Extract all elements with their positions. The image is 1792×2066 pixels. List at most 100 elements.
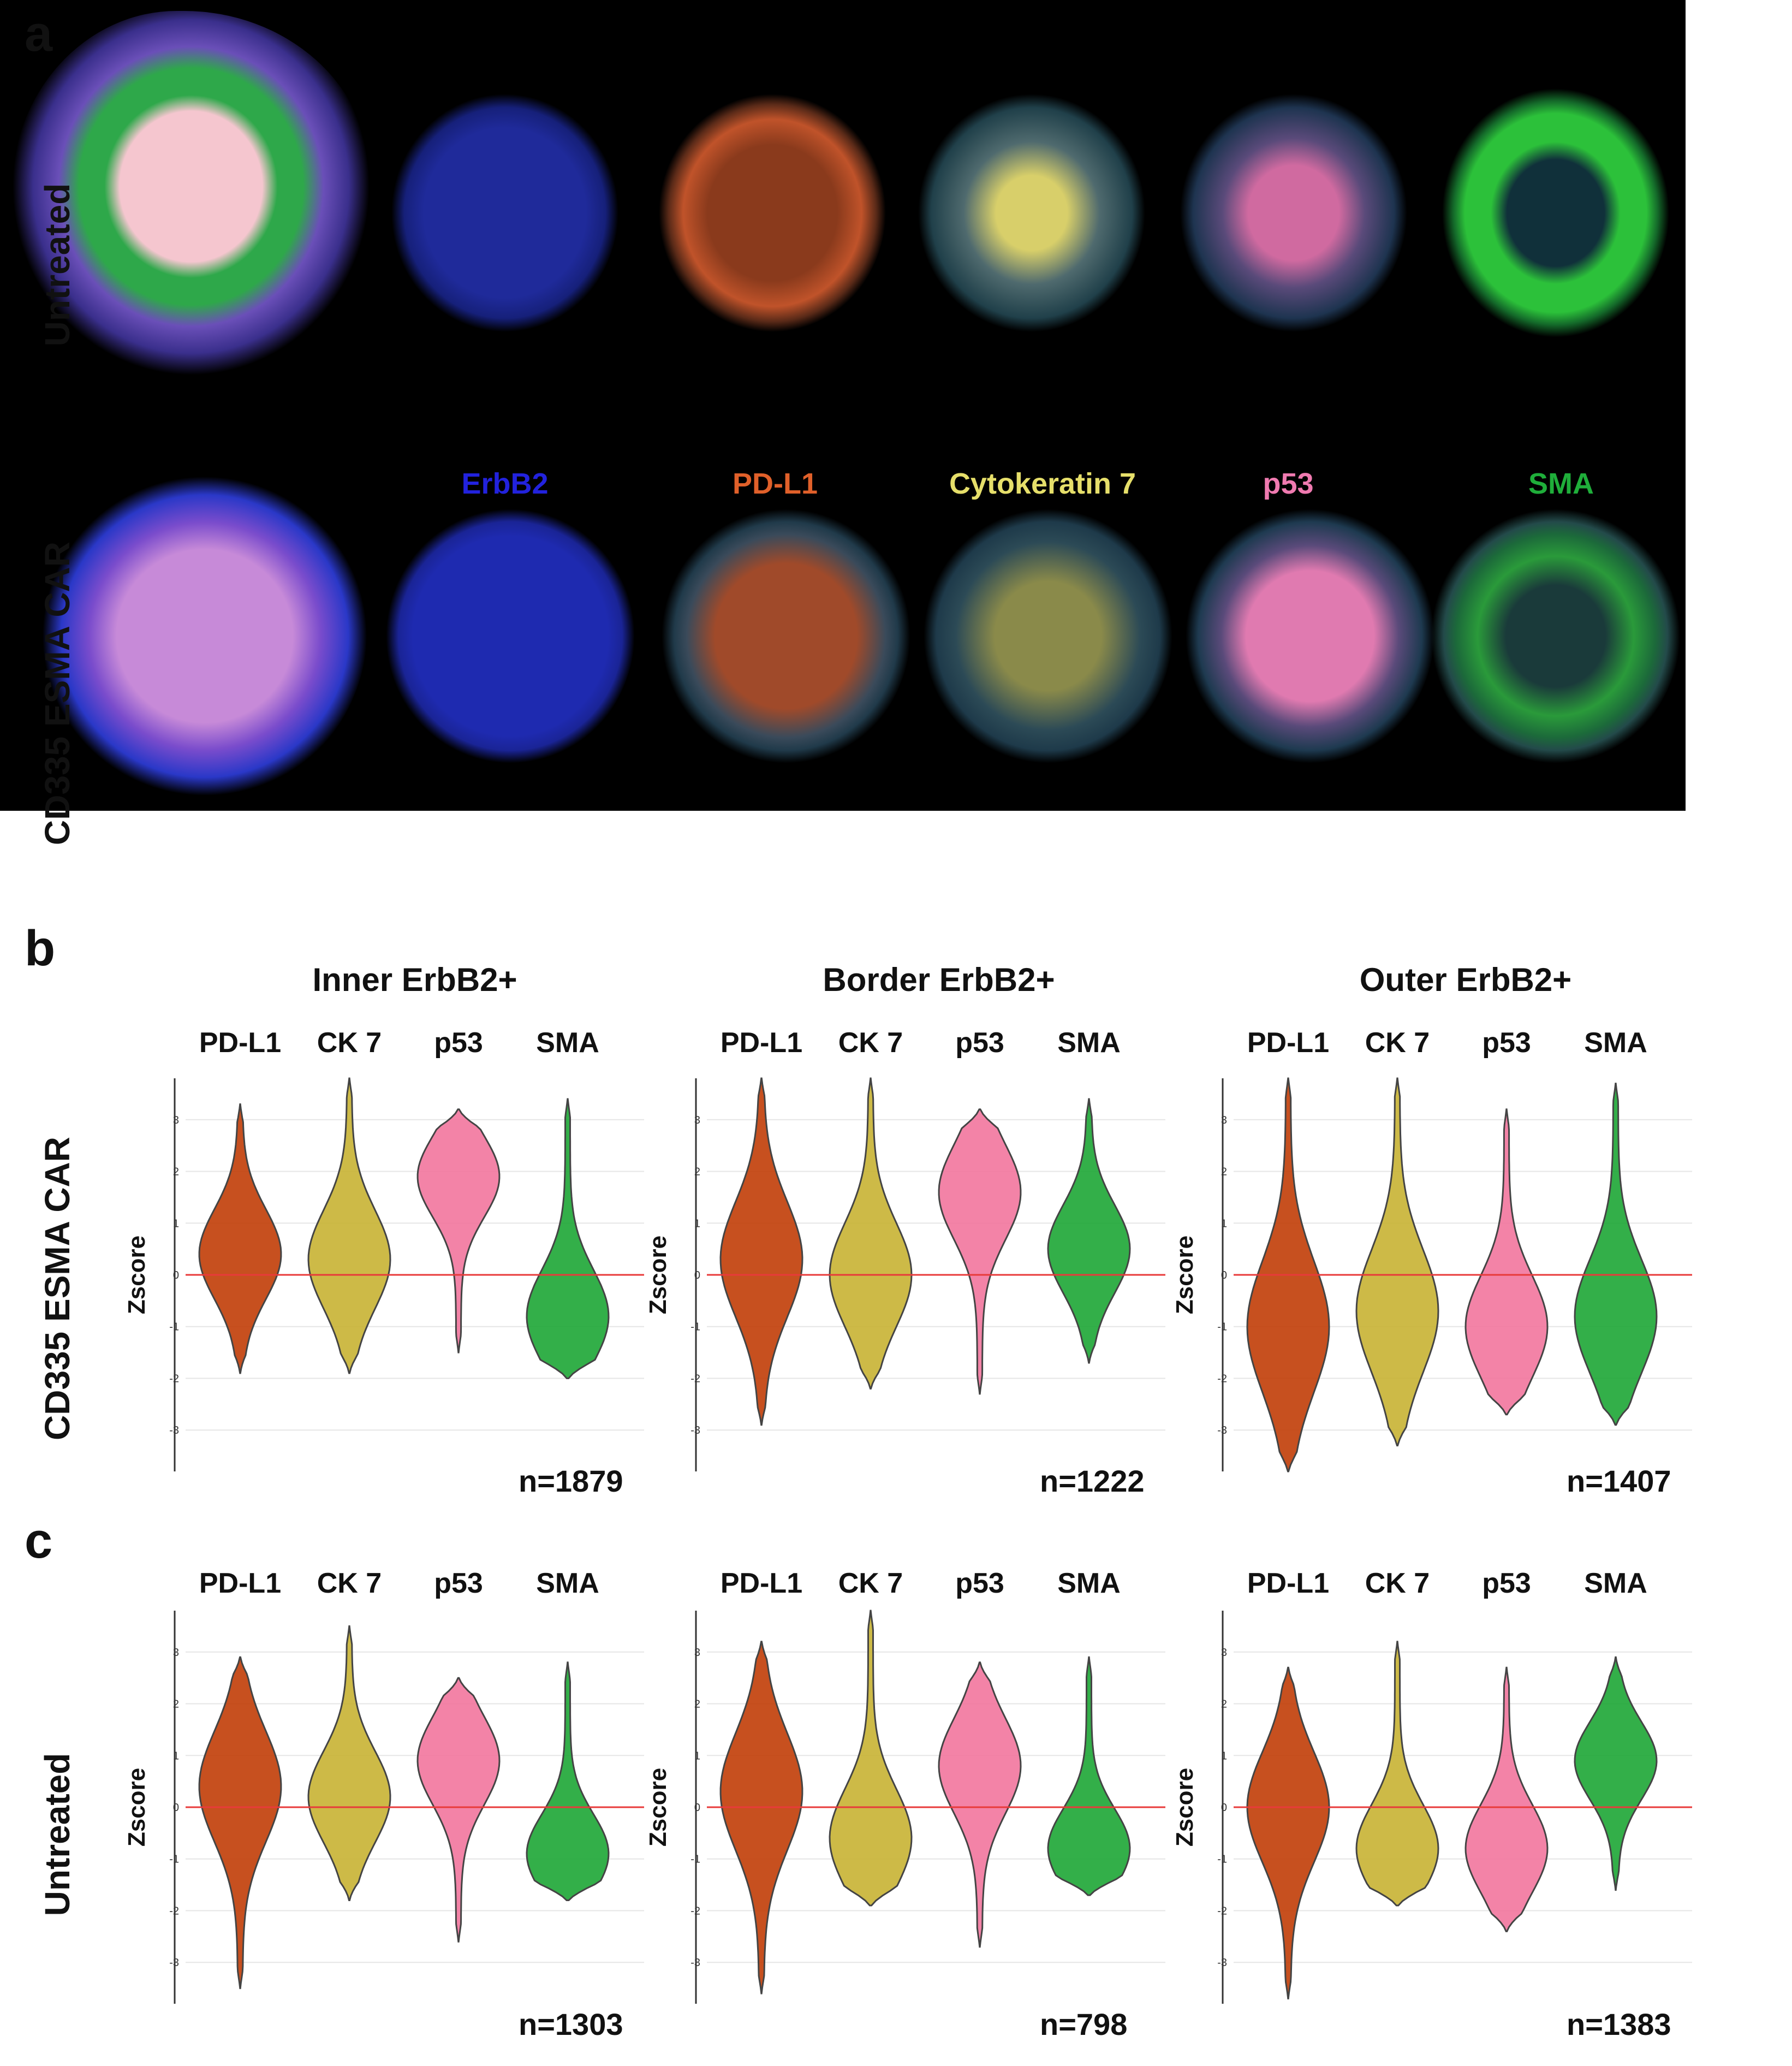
car-ck7-image <box>922 508 1174 764</box>
car-p53-image <box>1184 508 1436 764</box>
y-tick-label: 2 <box>694 1699 700 1711</box>
violin-ck-7 <box>307 1625 391 1901</box>
violin-chart-b-1: -3-2-10123Zscore <box>123 1077 644 1471</box>
violin-ck-7 <box>1355 1641 1439 1907</box>
marker-header-ck-7: CK 7 <box>1365 1568 1430 1599</box>
violin-pd-l1 <box>198 1103 282 1374</box>
sample-count-label: n=1407 <box>1567 1464 1671 1498</box>
violin-chart-b-3: -3-2-10123Zscore <box>1171 1077 1692 1473</box>
untreated-ck7-image <box>917 93 1146 333</box>
y-tick-label: 3 <box>173 1114 179 1126</box>
untreated-p53-image <box>1179 93 1408 333</box>
untreated-merged-image <box>11 11 371 377</box>
untreated-pdl1-image <box>658 93 887 333</box>
marker-header-ck-7: CK 7 <box>1365 1027 1430 1059</box>
violin-p53 <box>1464 1108 1549 1416</box>
row-label-untreated: Untreated <box>38 1753 77 1916</box>
violin-pd-l1 <box>198 1656 282 1990</box>
y-axis-label: Zscore <box>1171 1236 1198 1314</box>
car-pdl1-image <box>660 508 912 764</box>
violin-chart-c-1: -3-2-10123Zscore <box>123 1611 644 2004</box>
y-axis-label: Zscore <box>1171 1768 1198 1847</box>
marker-header-pd-l1: PD-L1 <box>720 1568 803 1599</box>
marker-header-pd-l1: PD-L1 <box>720 1027 803 1059</box>
row-label-car: CD335 ESMA CAR <box>38 1137 77 1440</box>
marker-header-pd-l1: PD-L1 <box>1247 1027 1330 1059</box>
y-tick-label: 0 <box>1221 1269 1227 1281</box>
y-tick-label: 1 <box>1221 1218 1227 1230</box>
region-title-border: Border ErbB2+ <box>823 961 1055 998</box>
y-axis-label: Zscore <box>645 1768 671 1847</box>
car-merged-image <box>41 475 368 797</box>
violin-sma <box>526 1098 610 1379</box>
y-tick-label: 2 <box>1221 1166 1227 1178</box>
y-tick-label: 3 <box>694 1647 700 1659</box>
violin-chart-b-2: -3-2-10123Zscore <box>645 1077 1165 1471</box>
image-row-label-car: CD335 ESMA CAR <box>38 542 77 845</box>
y-tick-label: 3 <box>173 1647 179 1659</box>
marker-header-ck-7: CK 7 <box>317 1568 382 1599</box>
marker-header-p53: p53 <box>1482 1568 1531 1599</box>
y-tick-label: 1 <box>694 1218 700 1230</box>
y-tick-label: 0 <box>694 1269 700 1281</box>
violin-p53 <box>416 1677 501 1943</box>
marker-header-sma: SMA <box>1057 1027 1121 1059</box>
image-row-label-untreated: Untreated <box>38 183 77 347</box>
violin-ck-7 <box>829 1610 913 1907</box>
y-tick-label: 3 <box>1221 1647 1227 1659</box>
violin-sma <box>1574 1656 1658 1891</box>
violin-pd-l1 <box>719 1641 803 1994</box>
y-tick-label: 2 <box>173 1699 179 1711</box>
y-tick-label: 0 <box>1221 1802 1227 1814</box>
marker-header-sma: SMA <box>1057 1568 1121 1599</box>
y-tick-label: 0 <box>173 1269 179 1281</box>
marker-header-p53: p53 <box>1482 1027 1531 1059</box>
marker-header-ck-7: CK 7 <box>838 1027 903 1059</box>
car-sma-image <box>1430 508 1681 764</box>
sample-count-label: n=1383 <box>1567 2007 1671 2041</box>
sample-count-label: n=1222 <box>1040 1464 1145 1498</box>
y-tick-label: 3 <box>1221 1114 1227 1126</box>
violin-sma <box>1574 1083 1658 1426</box>
sample-count-label: n=1303 <box>519 2007 623 2041</box>
violin-p53 <box>938 1108 1022 1395</box>
marker-header-pd-l1: PD-L1 <box>199 1027 282 1059</box>
violin-sma <box>526 1661 610 1901</box>
y-tick-label: 3 <box>694 1114 700 1126</box>
violin-chart-c-2: -3-2-10123Zscore <box>645 1610 1165 2004</box>
untreated-erbb2-image <box>390 93 620 333</box>
region-title-outer: Outer ErbB2+ <box>1359 961 1572 998</box>
marker-header-sma: SMA <box>1584 1568 1647 1599</box>
fluorescence-image-panel: ErbB2 PD-L1 Cytokeratin 7 p53 SMA <box>0 0 1686 811</box>
marker-header-p53: p53 <box>434 1027 483 1059</box>
violin-pd-l1 <box>1246 1666 1330 1999</box>
marker-header-ck-7: CK 7 <box>838 1568 903 1599</box>
violin-p53 <box>938 1661 1022 1948</box>
untreated-sma-image <box>1441 87 1670 339</box>
y-tick-label: 1 <box>173 1750 179 1762</box>
y-tick-label: 1 <box>1221 1750 1227 1762</box>
sample-count-label: n=1879 <box>519 1464 623 1498</box>
y-tick-label: 2 <box>1221 1699 1227 1711</box>
region-title-inner: Inner ErbB2+ <box>312 961 517 998</box>
y-axis-label: Zscore <box>645 1236 671 1314</box>
marker-header-p53: p53 <box>955 1027 1004 1059</box>
panel-letter-c: c <box>25 1513 53 1569</box>
y-tick-label: 1 <box>173 1218 179 1230</box>
marker-header-p53: p53 <box>955 1568 1004 1599</box>
marker-label-ck7: Cytokeratin 7 <box>949 467 1136 500</box>
y-tick-label: 1 <box>694 1750 700 1762</box>
violin-sma <box>1047 1098 1131 1364</box>
violin-pd-l1 <box>719 1077 803 1426</box>
marker-header-sma: SMA <box>1584 1027 1647 1059</box>
y-axis-label: Zscore <box>123 1768 150 1847</box>
violin-ck-7 <box>829 1077 913 1390</box>
violin-ck-7 <box>307 1077 391 1374</box>
y-tick-label: 0 <box>694 1802 700 1814</box>
marker-header-pd-l1: PD-L1 <box>199 1568 282 1599</box>
sample-count-label: n=798 <box>1040 2007 1128 2041</box>
violin-p53 <box>416 1108 501 1353</box>
y-tick-label: 0 <box>173 1802 179 1814</box>
panel-letter-a: a <box>25 6 53 62</box>
marker-header-p53: p53 <box>434 1568 483 1599</box>
